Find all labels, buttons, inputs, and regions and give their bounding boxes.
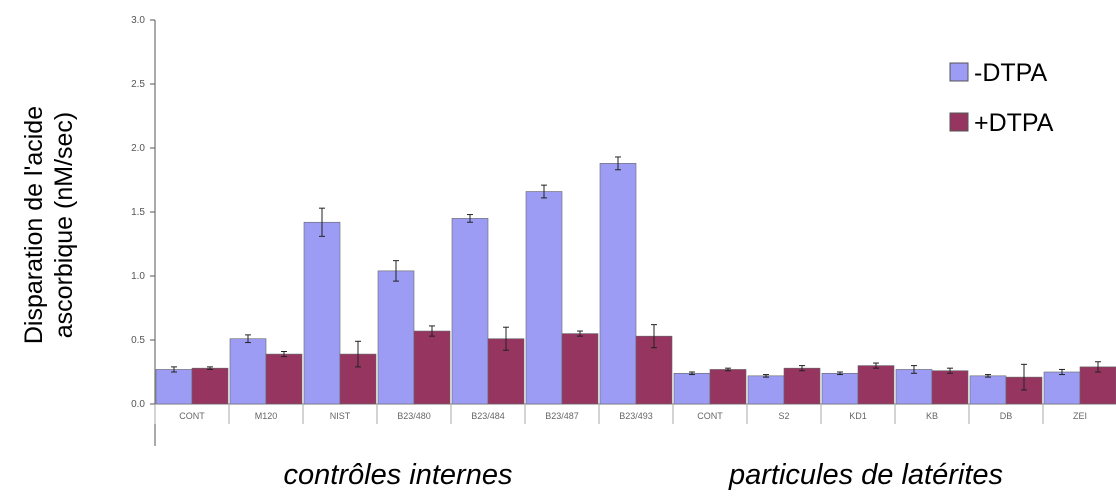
y-tick-label: 3.0 bbox=[131, 15, 145, 26]
bar-plus-dtpa bbox=[709, 369, 747, 405]
x-tick-label: M120 bbox=[255, 411, 278, 421]
bar-plus-dtpa bbox=[191, 367, 229, 405]
group-label-internal-controls: contrôles internes bbox=[284, 459, 513, 491]
y-tick-label: 2.5 bbox=[131, 79, 145, 90]
x-tick-label: NIST bbox=[330, 411, 351, 421]
group-label-laterite-particles: particules de latérites bbox=[728, 459, 1003, 491]
bar-minus-dtpa bbox=[673, 372, 711, 405]
y-axis-title-line2: ascorbique (nM/sec) bbox=[50, 112, 78, 338]
x-tick-label: ZEI bbox=[1073, 411, 1087, 421]
bar-plus-dtpa bbox=[265, 353, 303, 405]
bar-minus-dtpa bbox=[451, 218, 489, 405]
bar-plus-dtpa bbox=[413, 330, 451, 405]
x-tick-label: KB bbox=[926, 411, 938, 421]
x-tick-label: CONT bbox=[179, 411, 205, 421]
bar-plus-dtpa bbox=[1079, 366, 1116, 405]
y-axis-title-line1: Disparation de l'acide bbox=[20, 106, 48, 344]
bar-minus-dtpa bbox=[229, 338, 267, 405]
bar-minus-dtpa bbox=[747, 375, 785, 405]
legend-swatch-minus-dtpa bbox=[949, 62, 969, 82]
legend-swatch-plus-dtpa bbox=[949, 112, 969, 132]
x-tick-label: B23/493 bbox=[619, 411, 653, 421]
legend-label-plus-dtpa: +DTPA bbox=[974, 109, 1054, 137]
x-tick-label: CONT bbox=[697, 411, 723, 421]
bar-minus-dtpa bbox=[1043, 371, 1081, 405]
bar-minus-dtpa bbox=[895, 369, 933, 405]
y-axis-title: Disparation de l'acide ascorbique (nM/se… bbox=[20, 106, 78, 344]
bar-minus-dtpa bbox=[969, 375, 1007, 405]
y-tick-label: 2.0 bbox=[131, 143, 145, 154]
bar-minus-dtpa bbox=[821, 372, 859, 405]
bar-minus-dtpa bbox=[155, 369, 193, 405]
x-tick-label: B23/487 bbox=[545, 411, 579, 421]
bar-plus-dtpa bbox=[783, 367, 821, 405]
y-tick-label: 1.5 bbox=[131, 207, 145, 218]
x-tick-label: S2 bbox=[778, 411, 789, 421]
legend: -DTPA +DTPA bbox=[949, 59, 1054, 137]
x-tick-label: B23/480 bbox=[397, 411, 431, 421]
bar-minus-dtpa bbox=[377, 270, 415, 405]
x-tick-label: DB bbox=[1000, 411, 1013, 421]
x-tick-label: KD1 bbox=[849, 411, 867, 421]
y-tick-label: 1.0 bbox=[131, 271, 145, 282]
y-tick-label: 0.0 bbox=[131, 399, 145, 410]
x-tick-label: B23/484 bbox=[471, 411, 505, 421]
bar-minus-dtpa bbox=[525, 191, 563, 405]
bar-minus-dtpa bbox=[599, 163, 637, 405]
bar-minus-dtpa bbox=[303, 221, 341, 405]
bar-plus-dtpa bbox=[561, 333, 599, 405]
bar-plus-dtpa bbox=[931, 370, 969, 405]
bar-plus-dtpa bbox=[857, 365, 895, 405]
y-tick-label: 0.5 bbox=[131, 335, 145, 346]
legend-label-minus-dtpa: -DTPA bbox=[974, 59, 1047, 87]
